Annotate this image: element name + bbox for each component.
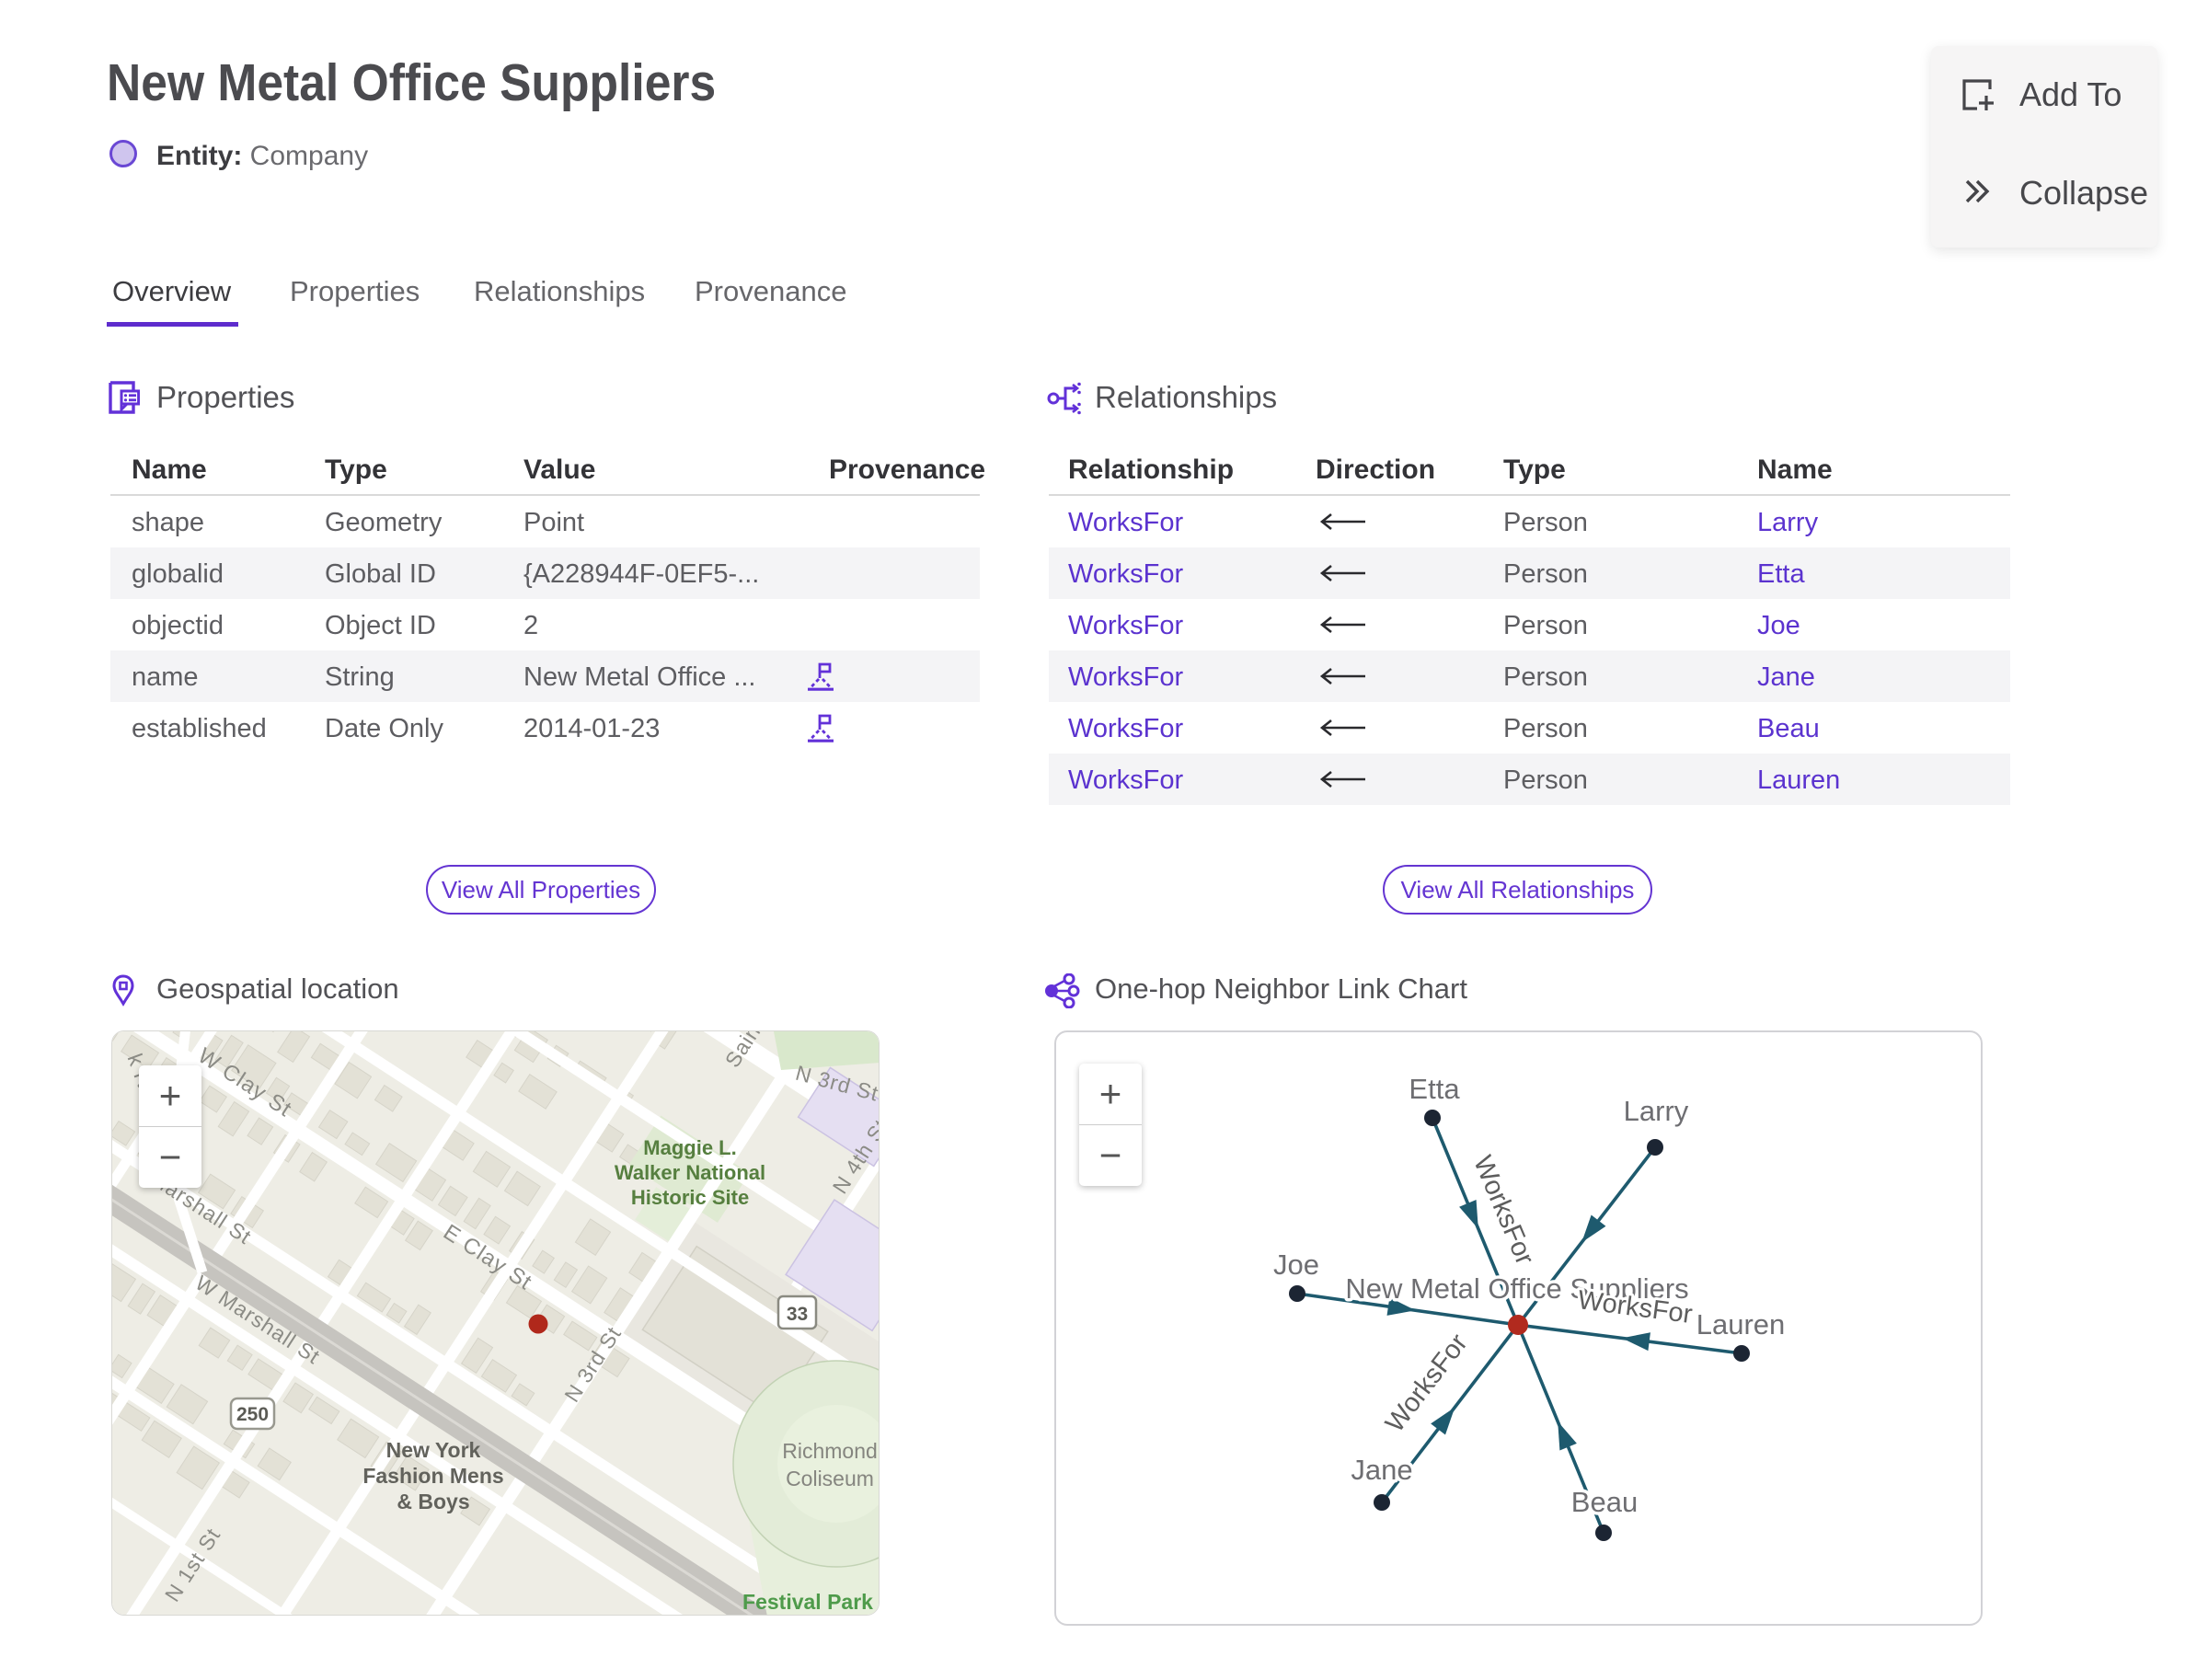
svg-text:& Boys: & Boys — [397, 1490, 469, 1513]
svg-text:New Metal Office Suppliers: New Metal Office Suppliers — [1345, 1272, 1688, 1305]
svg-text:Jane: Jane — [1351, 1454, 1412, 1486]
svg-text:Festival Park: Festival Park — [742, 1590, 873, 1614]
svg-text:33: 33 — [787, 1304, 808, 1325]
svg-text:Walker National: Walker National — [615, 1161, 765, 1184]
svg-text:250: 250 — [236, 1404, 269, 1425]
svg-text:Fashion Mens: Fashion Mens — [362, 1464, 503, 1488]
svg-text:Larry: Larry — [1624, 1095, 1689, 1127]
svg-text:Beau: Beau — [1571, 1486, 1638, 1518]
svg-text:WorksFor: WorksFor — [1467, 1152, 1539, 1270]
svg-text:New York: New York — [386, 1438, 481, 1462]
svg-text:Coliseum: Coliseum — [786, 1467, 874, 1490]
svg-text:Richmond: Richmond — [782, 1439, 878, 1463]
svg-text:Lauren: Lauren — [1696, 1308, 1786, 1341]
svg-text:Historic Site: Historic Site — [631, 1186, 749, 1209]
svg-text:Joe: Joe — [1273, 1248, 1319, 1281]
svg-text:Maggie L.: Maggie L. — [643, 1136, 736, 1159]
svg-text:Etta: Etta — [1409, 1073, 1460, 1105]
svg-text:WorksFor: WorksFor — [1380, 1329, 1474, 1438]
